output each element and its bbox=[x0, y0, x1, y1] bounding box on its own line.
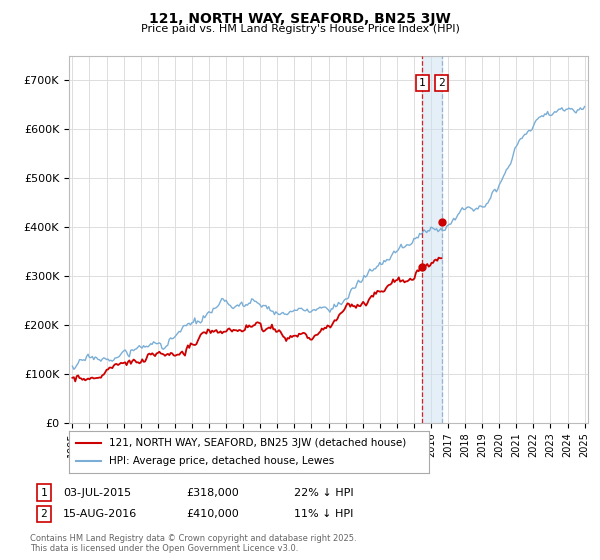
Text: 22% ↓ HPI: 22% ↓ HPI bbox=[294, 488, 353, 498]
Text: 121, NORTH WAY, SEAFORD, BN25 3JW (detached house): 121, NORTH WAY, SEAFORD, BN25 3JW (detac… bbox=[109, 438, 406, 448]
Text: 15-AUG-2016: 15-AUG-2016 bbox=[63, 509, 137, 519]
Text: £318,000: £318,000 bbox=[186, 488, 239, 498]
Text: 03-JUL-2015: 03-JUL-2015 bbox=[63, 488, 131, 498]
Text: 2: 2 bbox=[438, 78, 445, 88]
Text: Price paid vs. HM Land Registry's House Price Index (HPI): Price paid vs. HM Land Registry's House … bbox=[140, 24, 460, 34]
Text: 121, NORTH WAY, SEAFORD, BN25 3JW: 121, NORTH WAY, SEAFORD, BN25 3JW bbox=[149, 12, 451, 26]
Text: HPI: Average price, detached house, Lewes: HPI: Average price, detached house, Lewe… bbox=[109, 456, 334, 466]
Text: 1: 1 bbox=[419, 78, 426, 88]
Text: Contains HM Land Registry data © Crown copyright and database right 2025.
This d: Contains HM Land Registry data © Crown c… bbox=[30, 534, 356, 553]
Text: 1: 1 bbox=[40, 488, 47, 498]
Text: £410,000: £410,000 bbox=[186, 509, 239, 519]
Bar bbox=[422, 56, 442, 423]
Text: 2: 2 bbox=[40, 509, 47, 519]
Text: 11% ↓ HPI: 11% ↓ HPI bbox=[294, 509, 353, 519]
